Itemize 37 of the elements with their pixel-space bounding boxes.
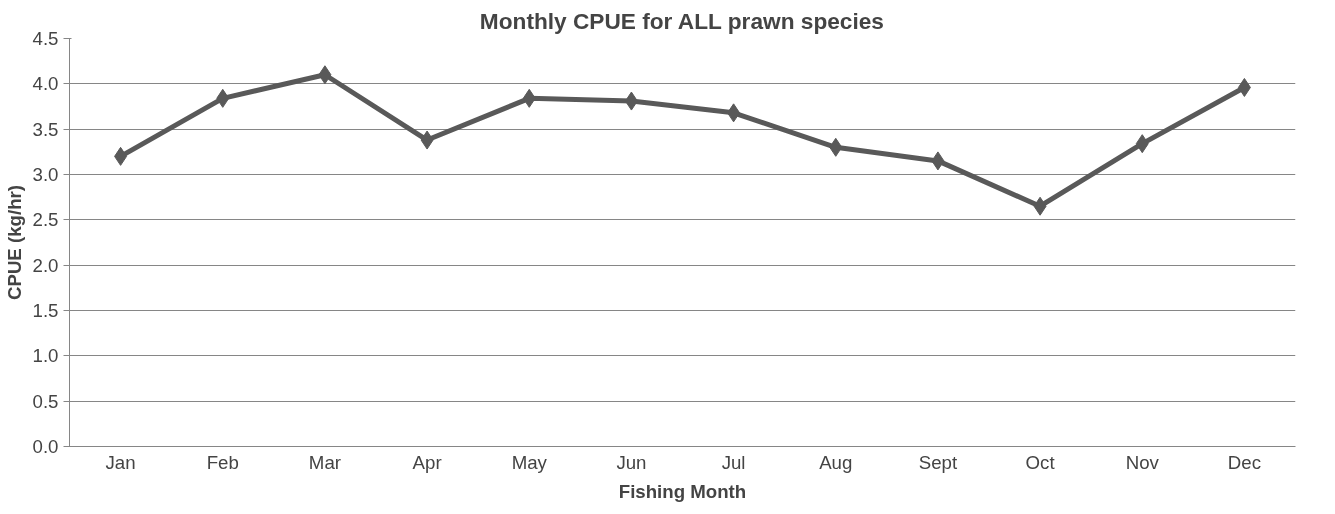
y-tick-label: 4.5 [32, 28, 59, 49]
y-tick-label: 1.0 [32, 345, 59, 367]
point [216, 88, 230, 108]
point [420, 130, 434, 150]
x-axis-title: Fishing Month [618, 480, 747, 502]
point [931, 151, 945, 171]
x-tick-label: Jul [721, 451, 746, 473]
x-tick-label: Oct [1025, 451, 1056, 473]
y-tick-label: 2.5 [32, 209, 59, 231]
x-tick-label: Sept [918, 451, 958, 473]
chart-title: Monthly CPUE for ALL prawn species [479, 7, 884, 34]
y-tick-label: 2.0 [32, 254, 59, 276]
y-tick-label: 3.5 [32, 118, 59, 140]
x-tick-label: Nov [1125, 451, 1160, 473]
x-tick-label: Feb [206, 451, 239, 473]
point [114, 146, 128, 166]
x-tick-label: Dec [1227, 451, 1262, 473]
point [318, 65, 332, 85]
point [1135, 134, 1149, 154]
y-tick-label: 1.5 [32, 300, 59, 321]
point [1033, 196, 1047, 216]
point [624, 91, 638, 111]
point [727, 103, 741, 123]
y-tick-label: 3.0 [32, 164, 59, 185]
y-tick-label: 0.5 [32, 390, 59, 412]
x-tick-label: May [511, 451, 548, 473]
y-tick-label: 4.0 [32, 73, 59, 95]
x-tick-label: Apr [412, 451, 442, 473]
x-tick-label: Jun [616, 451, 647, 473]
x-tick-label: Jan [105, 451, 136, 473]
x-tick-label: Aug [819, 451, 853, 473]
point [1237, 77, 1251, 97]
y-tick-label: 0.0 [32, 436, 59, 457]
y-axis-title: CPUE (kg/hr) [3, 184, 25, 301]
x-tick-label: Mar [308, 451, 341, 473]
point [522, 88, 536, 108]
point [829, 137, 843, 157]
